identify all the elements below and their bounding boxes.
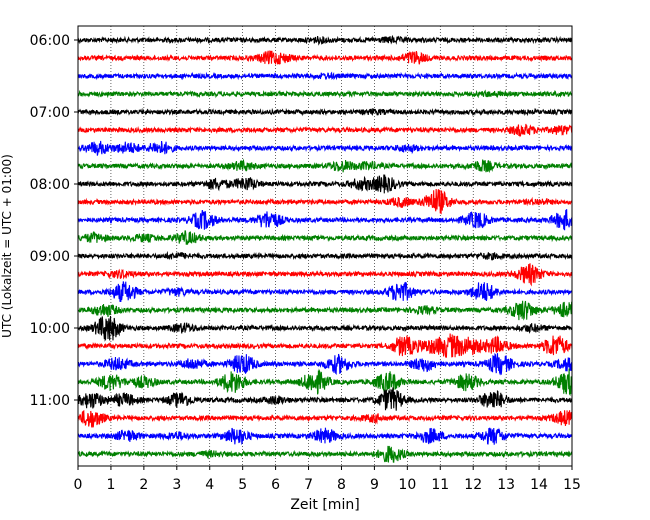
grid-lines [110, 26, 540, 466]
trace-1015 [77, 352, 573, 376]
trace-0945 [77, 316, 573, 342]
trace-0815 [77, 209, 573, 231]
trace-1130 [77, 445, 573, 463]
plot-frame [77, 25, 573, 467]
trace-1000 [77, 333, 573, 358]
trace-1100 [77, 409, 573, 428]
x-tick-label: 3 [172, 477, 181, 493]
x-tick-label: 10 [398, 477, 416, 493]
y-tick-label: 09:00 [30, 249, 70, 265]
trace-0700 [77, 123, 573, 138]
trace-1045 [77, 387, 573, 411]
trace-1030 [77, 368, 573, 397]
x-tick-label: 4 [205, 477, 214, 493]
trace-0600 [77, 50, 573, 65]
x-tick-label: 15 [563, 477, 581, 493]
trace-0645 [77, 107, 573, 117]
trace-0615 [77, 71, 573, 81]
x-tick-label: 12 [464, 477, 482, 493]
trace-0845 [77, 250, 573, 261]
trace-0715 [77, 140, 573, 156]
trace-0745 [77, 174, 573, 194]
trace-0630 [77, 89, 573, 99]
x-tick-label: 8 [337, 477, 346, 493]
x-tick-label: 13 [497, 477, 515, 493]
x-tick-label: 0 [74, 477, 83, 493]
x-tick-label: 5 [238, 477, 247, 493]
trace-0900 [77, 263, 573, 287]
x-axis: 0 1 2 3 4 5 6 7 8 9 10 11 12 13 14 15 [74, 466, 581, 493]
trace-group [77, 34, 573, 463]
y-tick-label: 08:00 [30, 177, 70, 193]
y-tick-label: 11:00 [30, 393, 70, 409]
x-tick-label: 2 [139, 477, 148, 493]
x-tick-label: 9 [370, 477, 379, 493]
x-tick-label: 1 [106, 477, 115, 493]
x-axis-label: Zeit [min] [290, 497, 359, 513]
trace-0730 [77, 158, 573, 173]
trace-0545 [77, 34, 573, 46]
x-tick-label: 7 [304, 477, 313, 493]
y-tick-label: 06:00 [30, 33, 70, 49]
trace-1115 [77, 427, 573, 446]
y-tick-label: 07:00 [30, 105, 70, 121]
trace-0930 [77, 300, 573, 321]
y-tick-label: 10:00 [30, 321, 70, 337]
y-axis: 06:00 07:00 08:00 09:00 10:00 11:00 [30, 33, 78, 409]
trace-0800 [77, 188, 573, 215]
trace-0830 [77, 230, 573, 245]
x-tick-label: 11 [431, 477, 449, 493]
x-tick-label: 6 [271, 477, 280, 493]
trace-0915 [77, 281, 573, 303]
x-tick-label: 14 [530, 477, 548, 493]
y-axis-label: UTC (Lokalzeit = UTC + 01:00) [0, 154, 14, 338]
